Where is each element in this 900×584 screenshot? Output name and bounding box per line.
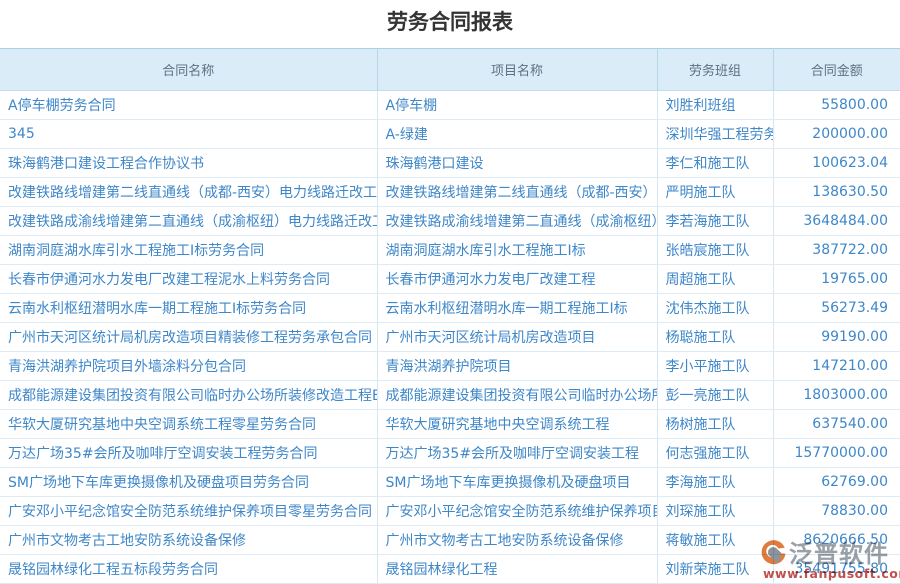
contract-name-cell: 青海洪湖养护院项目外墙涂料分包合同 (0, 351, 378, 381)
labor-team-cell: 杨聪施工队 (657, 322, 774, 352)
labor-team-cell: 刘胜利班组 (657, 90, 774, 120)
table-row[interactable]: 广州市天河区统计局机房改造项目精装修工程劳务承包合同 广州市天河区统计局机房改造… (0, 322, 900, 352)
project-name-cell: 改建铁路线增建第二线直通线（成都-西安）电力线路迁改工程 (377, 177, 658, 207)
table-body: A停车棚劳务合同 A停车棚 刘胜利班组 55800.00 345 A-绿建 深圳… (0, 90, 900, 584)
labor-team-cell: 李小平施工队 (657, 351, 774, 381)
contract-name-cell: A停车棚劳务合同 (0, 90, 378, 120)
table-row[interactable]: 湖南洞庭湖水库引水工程施工I标劳务合同 湖南洞庭湖水库引水工程施工I标 张皓宸施… (0, 235, 900, 265)
column-header-project-name: 项目名称 (377, 48, 658, 91)
contract-name-cell: 湖南洞庭湖水库引水工程施工I标劳务合同 (0, 235, 378, 265)
labor-team-cell: 张皓宸施工队 (657, 235, 774, 265)
project-name-cell: A-绿建 (377, 119, 658, 149)
project-name-cell: 万达广场35#会所及咖啡厅空调安装工程 (377, 438, 658, 468)
table-row[interactable]: 改建铁路线增建第二线直通线（成都-西安）电力线路迁改工程隧道 改建铁路线增建第二… (0, 177, 900, 207)
contract-name-cell: 广安邓小平纪念馆安全防范系统维护保养项目零星劳务合同 (0, 496, 378, 526)
contract-name-cell: 成都能源建设集团投资有限公司临时办公场所装修改造工程EPC总承包 (0, 380, 378, 410)
contract-amount-cell: 55800.00 (773, 90, 900, 120)
table-row[interactable]: 万达广场35#会所及咖啡厅空调安装工程劳务合同 万达广场35#会所及咖啡厅空调安… (0, 438, 900, 468)
labor-team-cell: 杨树施工队 (657, 409, 774, 439)
contract-amount-cell: 387722.00 (773, 235, 900, 265)
column-header-contract-name: 合同名称 (0, 48, 378, 91)
labor-team-cell: 蒋敏施工队 (657, 525, 774, 555)
table-row[interactable]: 晟铭园林绿化工程五标段劳务合同 晟铭园林绿化工程 刘新荣施工队 35491755… (0, 554, 900, 584)
contract-amount-cell: 3648484.00 (773, 206, 900, 236)
project-name-cell: 广安邓小平纪念馆安全防范系统维护保养项目 (377, 496, 658, 526)
project-name-cell: 成都能源建设集团投资有限公司临时办公场所装修改造工程 (377, 380, 658, 410)
labor-team-cell: 刘琛施工队 (657, 496, 774, 526)
project-name-cell: A停车棚 (377, 90, 658, 120)
project-name-cell: SM广场地下车库更换摄像机及硬盘项目 (377, 467, 658, 497)
contract-amount-cell: 147210.00 (773, 351, 900, 381)
labor-team-cell: 李海施工队 (657, 467, 774, 497)
contract-name-cell: 广州市文物考古工地安防系统设备保修 (0, 525, 378, 555)
table-row[interactable]: 345 A-绿建 深圳华强工程劳务 200000.00 (0, 119, 900, 149)
contract-name-cell: 改建铁路成渝线增建第二直通线（成渝枢纽）电力线路迁改工程隧道 (0, 206, 378, 236)
column-header-labor-team: 劳务班组 (657, 48, 774, 91)
labor-team-cell: 刘新荣施工队 (657, 554, 774, 584)
project-name-cell: 珠海鹤港口建设 (377, 148, 658, 178)
contract-amount-cell: 78830.00 (773, 496, 900, 526)
contract-name-cell: 珠海鹤港口建设工程合作协议书 (0, 148, 378, 178)
table-header-row: 合同名称 项目名称 劳务班组 合同金额 (0, 48, 900, 91)
table-row[interactable]: 广安邓小平纪念馆安全防范系统维护保养项目零星劳务合同 广安邓小平纪念馆安全防范系… (0, 496, 900, 526)
project-name-cell: 晟铭园林绿化工程 (377, 554, 658, 584)
labor-team-cell: 李仁和施工队 (657, 148, 774, 178)
contract-name-cell: 广州市天河区统计局机房改造项目精装修工程劳务承包合同 (0, 322, 378, 352)
contract-amount-cell: 100623.04 (773, 148, 900, 178)
labor-team-cell: 何志强施工队 (657, 438, 774, 468)
table-row[interactable]: 广州市文物考古工地安防系统设备保修 广州市文物考古工地安防系统设备保修 蒋敏施工… (0, 525, 900, 555)
table-row[interactable]: 青海洪湖养护院项目外墙涂料分包合同 青海洪湖养护院项目 李小平施工队 14721… (0, 351, 900, 381)
table-row[interactable]: 珠海鹤港口建设工程合作协议书 珠海鹤港口建设 李仁和施工队 100623.04 (0, 148, 900, 178)
labor-team-cell: 深圳华强工程劳务 (657, 119, 774, 149)
contract-amount-cell: 19765.00 (773, 264, 900, 294)
project-name-cell: 改建铁路成渝线增建第二直通线（成渝枢纽）电力线路迁改工程 (377, 206, 658, 236)
table-row[interactable]: 改建铁路成渝线增建第二直通线（成渝枢纽）电力线路迁改工程隧道 改建铁路成渝线增建… (0, 206, 900, 236)
project-name-cell: 长春市伊通河水力发电厂改建工程 (377, 264, 658, 294)
contract-name-cell: 云南水利枢纽潜明水库一期工程施工I标劳务合同 (0, 293, 378, 323)
table-row[interactable]: A停车棚劳务合同 A停车棚 刘胜利班组 55800.00 (0, 90, 900, 120)
labor-team-cell: 周超施工队 (657, 264, 774, 294)
project-name-cell: 广州市天河区统计局机房改造项目 (377, 322, 658, 352)
contract-amount-cell: 15770000.00 (773, 438, 900, 468)
contract-amount-cell: 56273.49 (773, 293, 900, 323)
labor-team-cell: 彭一亮施工队 (657, 380, 774, 410)
project-name-cell: 湖南洞庭湖水库引水工程施工I标 (377, 235, 658, 265)
table-row[interactable]: SM广场地下车库更换摄像机及硬盘项目劳务合同 SM广场地下车库更换摄像机及硬盘项… (0, 467, 900, 497)
contract-name-cell: 万达广场35#会所及咖啡厅空调安装工程劳务合同 (0, 438, 378, 468)
contract-amount-cell: 1803000.00 (773, 380, 900, 410)
contract-name-cell: 改建铁路线增建第二线直通线（成都-西安）电力线路迁改工程隧道 (0, 177, 378, 207)
contract-name-cell: 345 (0, 119, 378, 149)
project-name-cell: 云南水利枢纽潜明水库一期工程施工I标 (377, 293, 658, 323)
table-row[interactable]: 云南水利枢纽潜明水库一期工程施工I标劳务合同 云南水利枢纽潜明水库一期工程施工I… (0, 293, 900, 323)
column-header-contract-amount: 合同金额 (773, 48, 900, 91)
contract-name-cell: 晟铭园林绿化工程五标段劳务合同 (0, 554, 378, 584)
contract-name-cell: 长春市伊通河水力发电厂改建工程泥水上料劳务合同 (0, 264, 378, 294)
contract-name-cell: 华软大厦研究基地中央空调系统工程零星劳务合同 (0, 409, 378, 439)
contract-amount-cell: 8620666.50 (773, 525, 900, 555)
contract-amount-cell: 200000.00 (773, 119, 900, 149)
labor-team-cell: 严明施工队 (657, 177, 774, 207)
contract-amount-cell: 62769.00 (773, 467, 900, 497)
page-title: 劳务合同报表 (387, 10, 513, 34)
labor-team-cell: 李若海施工队 (657, 206, 774, 236)
table-row[interactable]: 长春市伊通河水力发电厂改建工程泥水上料劳务合同 长春市伊通河水力发电厂改建工程 … (0, 264, 900, 294)
contract-amount-cell: 99190.00 (773, 322, 900, 352)
table-row[interactable]: 成都能源建设集团投资有限公司临时办公场所装修改造工程EPC总承包 成都能源建设集… (0, 380, 900, 410)
contract-amount-cell: 637540.00 (773, 409, 900, 439)
contract-amount-cell: 35491755.80 (773, 554, 900, 584)
project-name-cell: 青海洪湖养护院项目 (377, 351, 658, 381)
project-name-cell: 广州市文物考古工地安防系统设备保修 (377, 525, 658, 555)
labor-contract-report-table: 合同名称 项目名称 劳务班组 合同金额 A停车棚劳务合同 A停车棚 刘胜利班组 … (0, 48, 900, 584)
contract-name-cell: SM广场地下车库更换摄像机及硬盘项目劳务合同 (0, 467, 378, 497)
project-name-cell: 华软大厦研究基地中央空调系统工程 (377, 409, 658, 439)
table-row[interactable]: 华软大厦研究基地中央空调系统工程零星劳务合同 华软大厦研究基地中央空调系统工程 … (0, 409, 900, 439)
labor-team-cell: 沈伟杰施工队 (657, 293, 774, 323)
contract-amount-cell: 138630.50 (773, 177, 900, 207)
